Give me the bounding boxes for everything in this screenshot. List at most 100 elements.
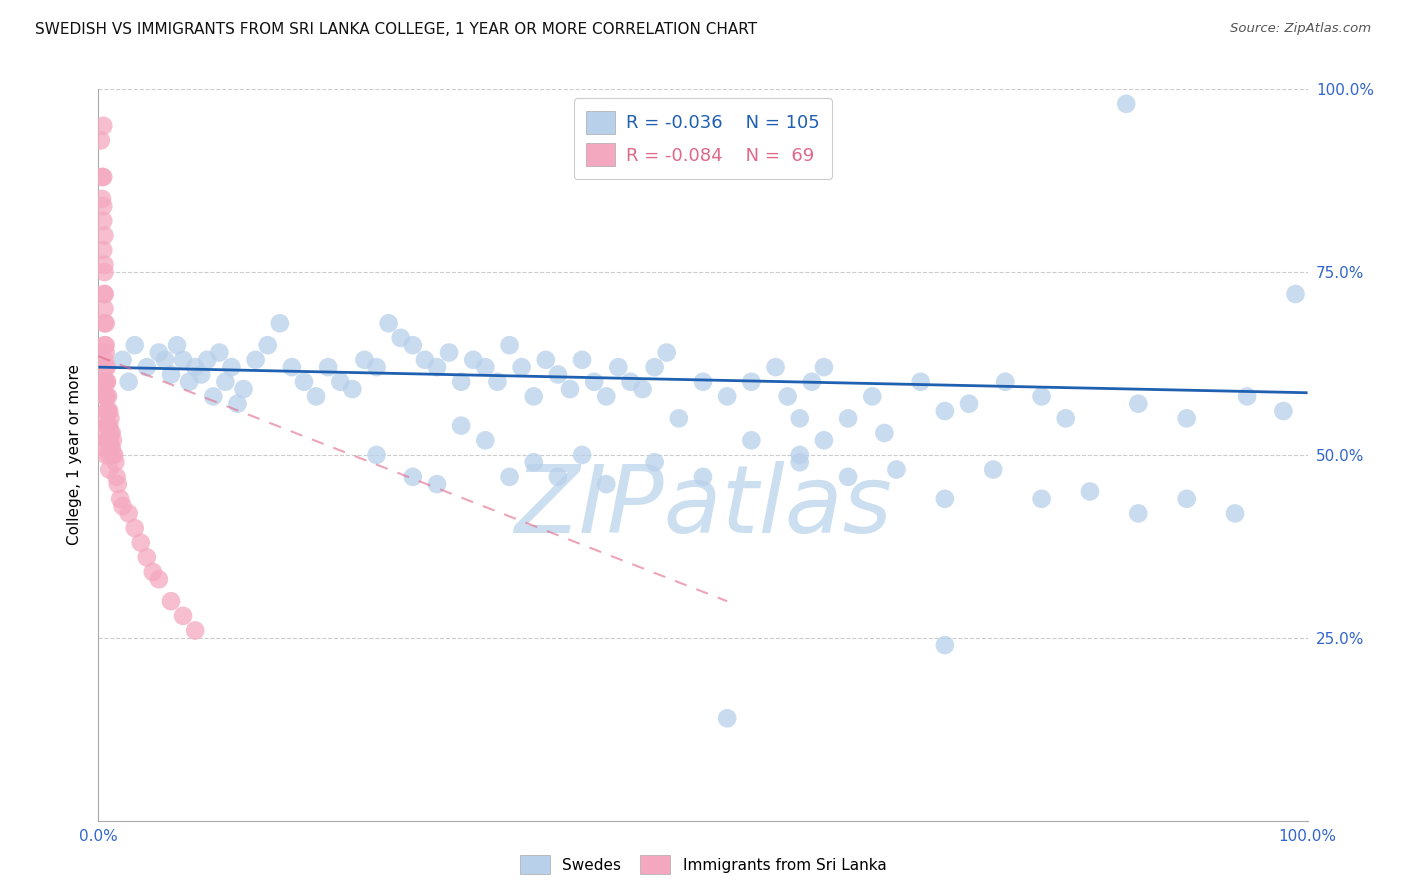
Text: ZIPatlas: ZIPatlas (515, 460, 891, 551)
Point (96, 389, 118, 403)
Point (98, 448, 121, 462)
Point (93, 338, 115, 352)
Point (93, 287, 115, 301)
Point (93, 352, 115, 367)
Point (96, 404, 118, 418)
Point (94, 375, 117, 389)
Point (957, 397, 980, 411)
Point (498, 470, 520, 484)
Point (402, 338, 425, 352)
Point (789, 448, 811, 462)
Point (96, 375, 118, 389)
Point (765, 360, 787, 375)
Point (97, 389, 120, 403)
Point (813, 434, 835, 448)
Point (474, 434, 496, 448)
Point (135, 360, 157, 375)
Point (104, 455, 127, 469)
Point (232, 382, 254, 396)
Point (534, 352, 557, 367)
Point (98, 418, 121, 433)
Point (111, 499, 134, 513)
Legend: R = -0.036    N = 105, R = -0.084    N =  69: R = -0.036 N = 105, R = -0.084 N = 69 (574, 98, 832, 179)
Point (316, 360, 339, 375)
Point (994, 375, 1017, 389)
Point (91, 169, 114, 184)
Point (91, 169, 114, 184)
Point (1175, 411, 1198, 425)
Point (93, 389, 115, 403)
Point (93, 287, 115, 301)
Point (886, 462, 908, 476)
Point (256, 338, 278, 352)
Point (486, 375, 509, 389)
Point (450, 375, 472, 389)
Point (740, 375, 762, 389)
Point (101, 434, 124, 448)
Point (437, 345, 460, 359)
Point (97, 434, 120, 448)
Point (426, 477, 449, 491)
Point (94, 389, 117, 403)
Point (97, 418, 120, 433)
Point (342, 382, 364, 396)
Text: SWEDISH VS IMMIGRANTS FROM SRI LANKA COLLEGE, 1 YEAR OR MORE CORRELATION CHART: SWEDISH VS IMMIGRANTS FROM SRI LANKA COL… (35, 22, 758, 37)
Point (96, 418, 118, 433)
Point (619, 375, 641, 389)
Point (160, 368, 183, 382)
Point (93, 301, 115, 316)
Point (837, 411, 859, 425)
Point (226, 397, 249, 411)
Point (184, 624, 207, 638)
Point (776, 389, 799, 403)
Point (934, 638, 956, 652)
Point (103, 448, 125, 462)
Point (716, 711, 738, 725)
Point (100, 441, 122, 455)
Point (221, 360, 243, 375)
Point (118, 375, 141, 389)
Point (305, 389, 328, 403)
Point (93, 375, 115, 389)
Point (202, 389, 225, 403)
Point (837, 470, 859, 484)
Point (98, 462, 121, 476)
Point (789, 455, 811, 469)
Point (135, 550, 157, 565)
Point (90, 133, 112, 147)
Point (523, 455, 546, 469)
Point (910, 375, 932, 389)
Point (644, 455, 666, 469)
Point (108, 491, 131, 506)
Legend: Swedes, Immigrants from Sri Lanka: Swedes, Immigrants from Sri Lanka (513, 849, 893, 880)
Point (172, 352, 194, 367)
Point (571, 352, 593, 367)
Point (981, 462, 1004, 476)
Point (463, 352, 485, 367)
Point (105, 470, 128, 484)
Point (160, 594, 183, 608)
Point (100, 411, 122, 425)
Point (96, 375, 118, 389)
Point (118, 507, 141, 521)
Point (100, 425, 122, 440)
Point (179, 375, 201, 389)
Point (402, 470, 425, 484)
Point (245, 352, 267, 367)
Point (101, 448, 124, 462)
Point (94, 316, 117, 330)
Point (813, 360, 835, 375)
Point (96, 434, 118, 448)
Point (1054, 411, 1077, 425)
Point (934, 404, 956, 418)
Point (558, 382, 581, 396)
Point (269, 316, 291, 330)
Point (124, 521, 146, 535)
Point (98, 404, 121, 418)
Point (1078, 484, 1101, 499)
Point (1031, 491, 1053, 506)
Point (1115, 96, 1137, 111)
Point (94, 338, 117, 352)
Point (389, 331, 412, 345)
Point (1284, 287, 1306, 301)
